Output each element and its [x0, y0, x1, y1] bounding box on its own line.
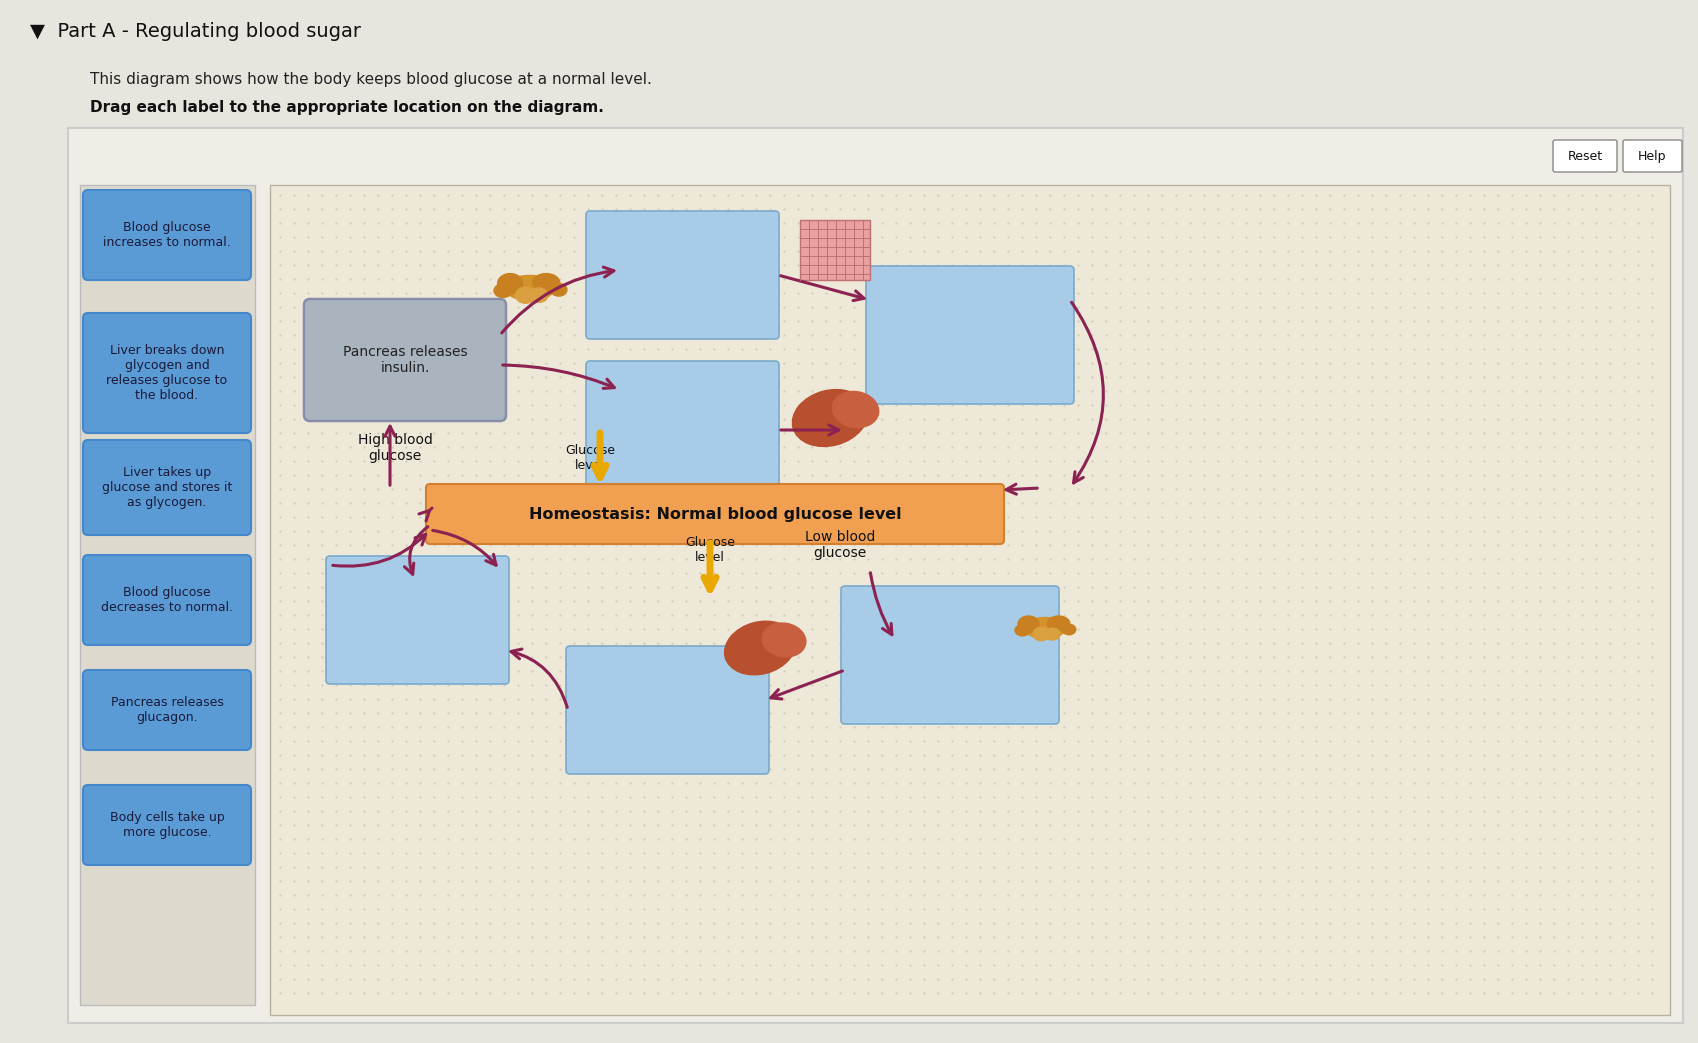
- Text: Homeostasis: Normal blood glucose level: Homeostasis: Normal blood glucose level: [528, 507, 900, 522]
- Ellipse shape: [723, 622, 795, 675]
- Ellipse shape: [1044, 628, 1060, 640]
- Text: This diagram shows how the body keeps blood glucose at a normal level.: This diagram shows how the body keeps bl…: [90, 72, 652, 87]
- Ellipse shape: [494, 284, 511, 297]
- Ellipse shape: [1061, 625, 1075, 635]
- FancyBboxPatch shape: [565, 646, 769, 774]
- Ellipse shape: [832, 391, 878, 428]
- FancyBboxPatch shape: [866, 266, 1073, 404]
- Text: Blood glucose
decreases to normal.: Blood glucose decreases to normal.: [100, 586, 233, 614]
- Ellipse shape: [504, 275, 555, 300]
- Text: Pancreas releases
glucagon.: Pancreas releases glucagon.: [110, 696, 224, 724]
- Text: High blood
glucose: High blood glucose: [357, 433, 433, 463]
- Text: Pancreas releases
insulin.: Pancreas releases insulin.: [343, 345, 467, 375]
- Text: Reset: Reset: [1567, 149, 1601, 163]
- Ellipse shape: [791, 389, 868, 446]
- Ellipse shape: [550, 284, 567, 296]
- Ellipse shape: [1017, 616, 1039, 632]
- FancyBboxPatch shape: [68, 128, 1683, 1023]
- Text: Low blood
glucose: Low blood glucose: [805, 530, 874, 560]
- Text: Glucose
level: Glucose level: [565, 444, 615, 472]
- Ellipse shape: [533, 273, 559, 292]
- FancyBboxPatch shape: [304, 299, 506, 421]
- FancyBboxPatch shape: [83, 670, 251, 750]
- Text: Help: Help: [1637, 149, 1666, 163]
- FancyBboxPatch shape: [586, 211, 779, 339]
- Text: Body cells take up
more glucose.: Body cells take up more glucose.: [110, 811, 224, 839]
- FancyBboxPatch shape: [270, 185, 1669, 1015]
- Ellipse shape: [514, 287, 535, 304]
- Ellipse shape: [1014, 625, 1029, 636]
- Ellipse shape: [1032, 627, 1049, 640]
- FancyBboxPatch shape: [83, 190, 251, 280]
- Text: Glucose
level: Glucose level: [684, 536, 735, 564]
- FancyBboxPatch shape: [326, 556, 509, 684]
- FancyBboxPatch shape: [83, 440, 251, 535]
- Ellipse shape: [1024, 617, 1065, 638]
- Ellipse shape: [762, 623, 805, 657]
- Text: Liver takes up
glucose and stores it
as glycogen.: Liver takes up glucose and stores it as …: [102, 466, 233, 509]
- FancyBboxPatch shape: [800, 220, 869, 280]
- FancyBboxPatch shape: [841, 586, 1058, 724]
- Ellipse shape: [498, 273, 523, 293]
- Text: Drag each label to the appropriate location on the diagram.: Drag each label to the appropriate locat…: [90, 100, 603, 115]
- FancyBboxPatch shape: [1622, 140, 1681, 172]
- FancyBboxPatch shape: [83, 785, 251, 865]
- Ellipse shape: [530, 288, 548, 302]
- Text: Liver breaks down
glycogen and
releases glucose to
the blood.: Liver breaks down glycogen and releases …: [107, 344, 228, 402]
- Ellipse shape: [1046, 616, 1070, 631]
- FancyBboxPatch shape: [83, 313, 251, 433]
- FancyBboxPatch shape: [1552, 140, 1616, 172]
- Text: ▼  Part A - Regulating blood sugar: ▼ Part A - Regulating blood sugar: [31, 22, 360, 41]
- Text: Blood glucose
increases to normal.: Blood glucose increases to normal.: [104, 221, 231, 249]
- FancyBboxPatch shape: [80, 185, 255, 1005]
- FancyBboxPatch shape: [426, 484, 1004, 544]
- FancyBboxPatch shape: [586, 361, 779, 489]
- FancyBboxPatch shape: [83, 555, 251, 645]
